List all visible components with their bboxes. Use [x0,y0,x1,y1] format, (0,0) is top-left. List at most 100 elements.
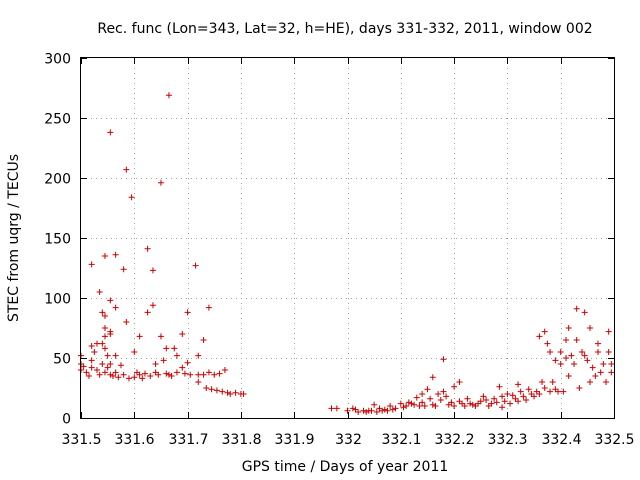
data-point [112,304,119,311]
data-point [496,383,503,390]
data-point [195,371,202,378]
data-point [597,369,604,376]
data-point [507,400,514,407]
y-tick-label: 250 [44,112,71,128]
data-point [141,370,148,377]
data-point [451,383,458,390]
x-tick-label: 332.2 [434,432,474,448]
data-point [501,398,508,405]
data-point [112,352,119,359]
data-point [536,391,543,397]
chart-title: Rec. func (Lon=343, Lat=32, h=HE), days … [97,21,592,37]
data-point [544,340,551,347]
x-tick-label: 331.6 [114,432,154,448]
data-point [165,371,172,378]
data-point [219,388,226,395]
data-point [381,406,388,413]
data-point [200,371,207,378]
data-point [477,398,484,405]
x-axis-label: GPS time / Days of year 2011 [242,459,449,475]
data-point [101,253,108,259]
data-point [96,371,103,378]
y-tick-label: 200 [44,172,71,188]
y-tick-label: 0 [62,412,71,428]
data-point [413,394,420,401]
data-point [448,399,455,406]
data-point [440,356,447,363]
data-point [107,129,114,136]
data-point [499,404,506,411]
y-axis-label: STEC from uqrg / TECUs [6,154,22,322]
data-point [579,349,586,355]
data-point [93,340,100,347]
data-point [208,386,215,393]
data-point [563,355,570,361]
data-point [101,333,108,340]
data-point [333,405,340,412]
data-point [488,400,495,407]
data-point [419,399,426,406]
data-point [120,371,127,378]
data-points [78,92,615,415]
data-point [429,401,436,408]
data-point [587,325,594,331]
data-point [101,325,108,331]
data-point [549,379,556,385]
data-point [136,333,143,340]
data-point [480,393,487,400]
data-point [525,386,532,393]
data-point [408,400,415,407]
y-tick-label: 150 [44,232,71,248]
data-point [181,370,188,377]
data-point [184,309,191,316]
data-point [608,369,615,376]
data-point [392,405,399,412]
data-point [349,405,356,412]
data-point [205,369,212,376]
data-point [173,352,180,359]
data-point [539,379,546,385]
data-point [456,379,463,385]
data-point [541,328,548,335]
data-point [344,407,351,414]
data-point [491,395,498,402]
data-point [515,381,522,388]
x-tick-label: 331.9 [274,432,314,448]
data-point [603,379,610,385]
x-tick-label: 331.8 [221,432,261,448]
data-point [483,397,490,403]
data-point [421,403,428,409]
data-point [379,407,386,414]
data-point [205,304,212,311]
data-point [437,397,444,403]
data-point [240,391,247,397]
data-point [195,379,202,385]
data-point [469,401,476,408]
data-point [224,389,231,396]
data-point [443,393,450,400]
data-point [400,404,407,411]
data-point [541,385,548,391]
data-point [563,337,570,343]
data-point [371,401,378,408]
data-point [557,349,564,355]
data-point [115,374,122,381]
data-point [203,385,210,391]
x-tick-label: 332.5 [594,432,634,448]
data-point [568,352,575,359]
data-point [429,374,436,381]
data-point [163,370,170,377]
data-point [451,403,458,409]
grid [81,58,614,418]
data-point [101,345,108,352]
data-point [584,357,591,364]
data-point [112,251,119,258]
data-point [107,297,114,304]
data-point [179,331,186,337]
data-point [573,305,580,312]
data-point [520,393,527,400]
data-point [179,364,186,371]
data-point [405,399,412,406]
data-point [149,267,156,274]
